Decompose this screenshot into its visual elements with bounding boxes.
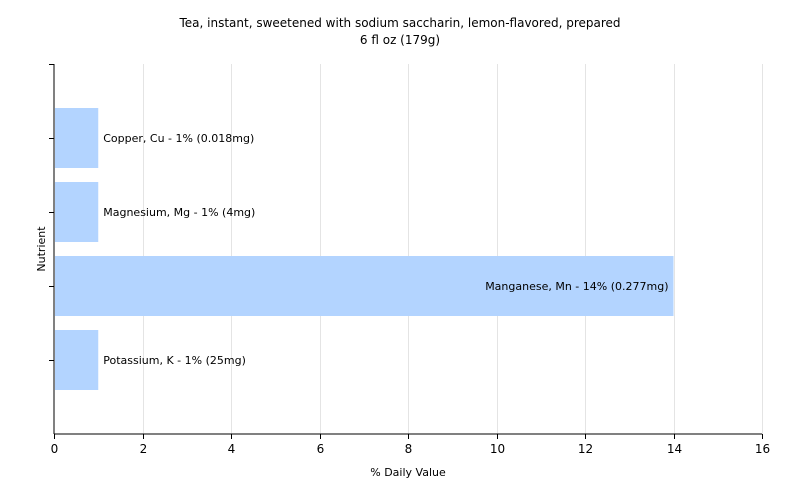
y-axis-label: Nutrient bbox=[35, 226, 48, 272]
bar bbox=[55, 256, 674, 316]
chart-subtitle: 6 fl oz (179g) bbox=[359, 33, 441, 47]
x-tick-label: 8 bbox=[405, 442, 413, 456]
x-tick-label: 12 bbox=[578, 442, 593, 456]
bar-data-label: Manganese, Mn - 14% (0.277mg) bbox=[485, 280, 668, 293]
x-tick-label: 16 bbox=[755, 442, 770, 456]
bar-data-label: Potassium, K - 1% (25mg) bbox=[103, 354, 246, 367]
x-tick-label: 2 bbox=[140, 442, 148, 456]
x-axis-label: % Daily Value bbox=[370, 466, 446, 479]
bars: Copper, Cu - 1% (0.018mg) Magnesium, Mg -… bbox=[55, 108, 674, 390]
x-tick-label: 14 bbox=[667, 442, 682, 456]
ticks: 0 2 4 6 8 10 12 14 16 bbox=[49, 64, 770, 456]
x-tick-label: 0 bbox=[51, 442, 59, 456]
x-tick-label: 10 bbox=[490, 442, 505, 456]
bar bbox=[55, 108, 99, 168]
bar bbox=[55, 330, 99, 390]
x-tick-label: 6 bbox=[317, 442, 325, 456]
bar-data-label: Copper, Cu - 1% (0.018mg) bbox=[103, 132, 254, 145]
gridlines bbox=[143, 64, 763, 434]
x-tick-label: 4 bbox=[228, 442, 236, 456]
bar bbox=[55, 182, 99, 242]
bar-data-label: Magnesium, Mg - 1% (4mg) bbox=[103, 206, 255, 219]
chart-title: Tea, instant, sweetened with sodium sacc… bbox=[179, 16, 621, 30]
